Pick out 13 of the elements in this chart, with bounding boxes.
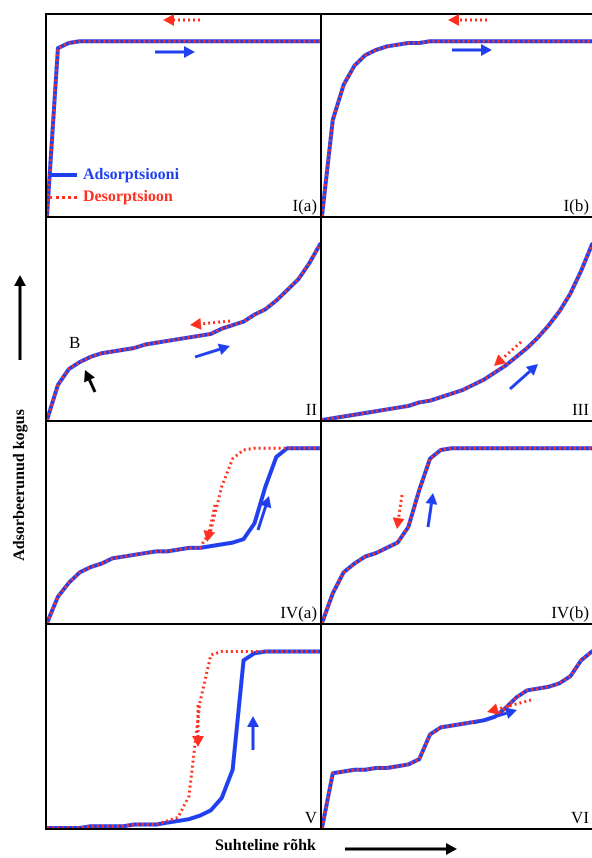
legend-label: Adsorptsiooni: [83, 165, 180, 185]
x-axis-title: Suhteline rõhk: [215, 837, 316, 855]
annotation: VI: [571, 808, 590, 827]
annotation: III: [572, 400, 590, 419]
annotation: II: [306, 400, 318, 419]
legend-label: Desorptsioon: [83, 187, 173, 207]
annotation: I(a): [292, 196, 317, 215]
annotation: IV(a): [280, 603, 317, 622]
annotation: I(b): [564, 196, 589, 215]
annotation: B: [69, 333, 80, 352]
y-axis-title: Adsorbeerunud kogus: [11, 409, 29, 561]
annotation: V: [304, 808, 318, 827]
annotation: IV(b): [551, 603, 589, 622]
